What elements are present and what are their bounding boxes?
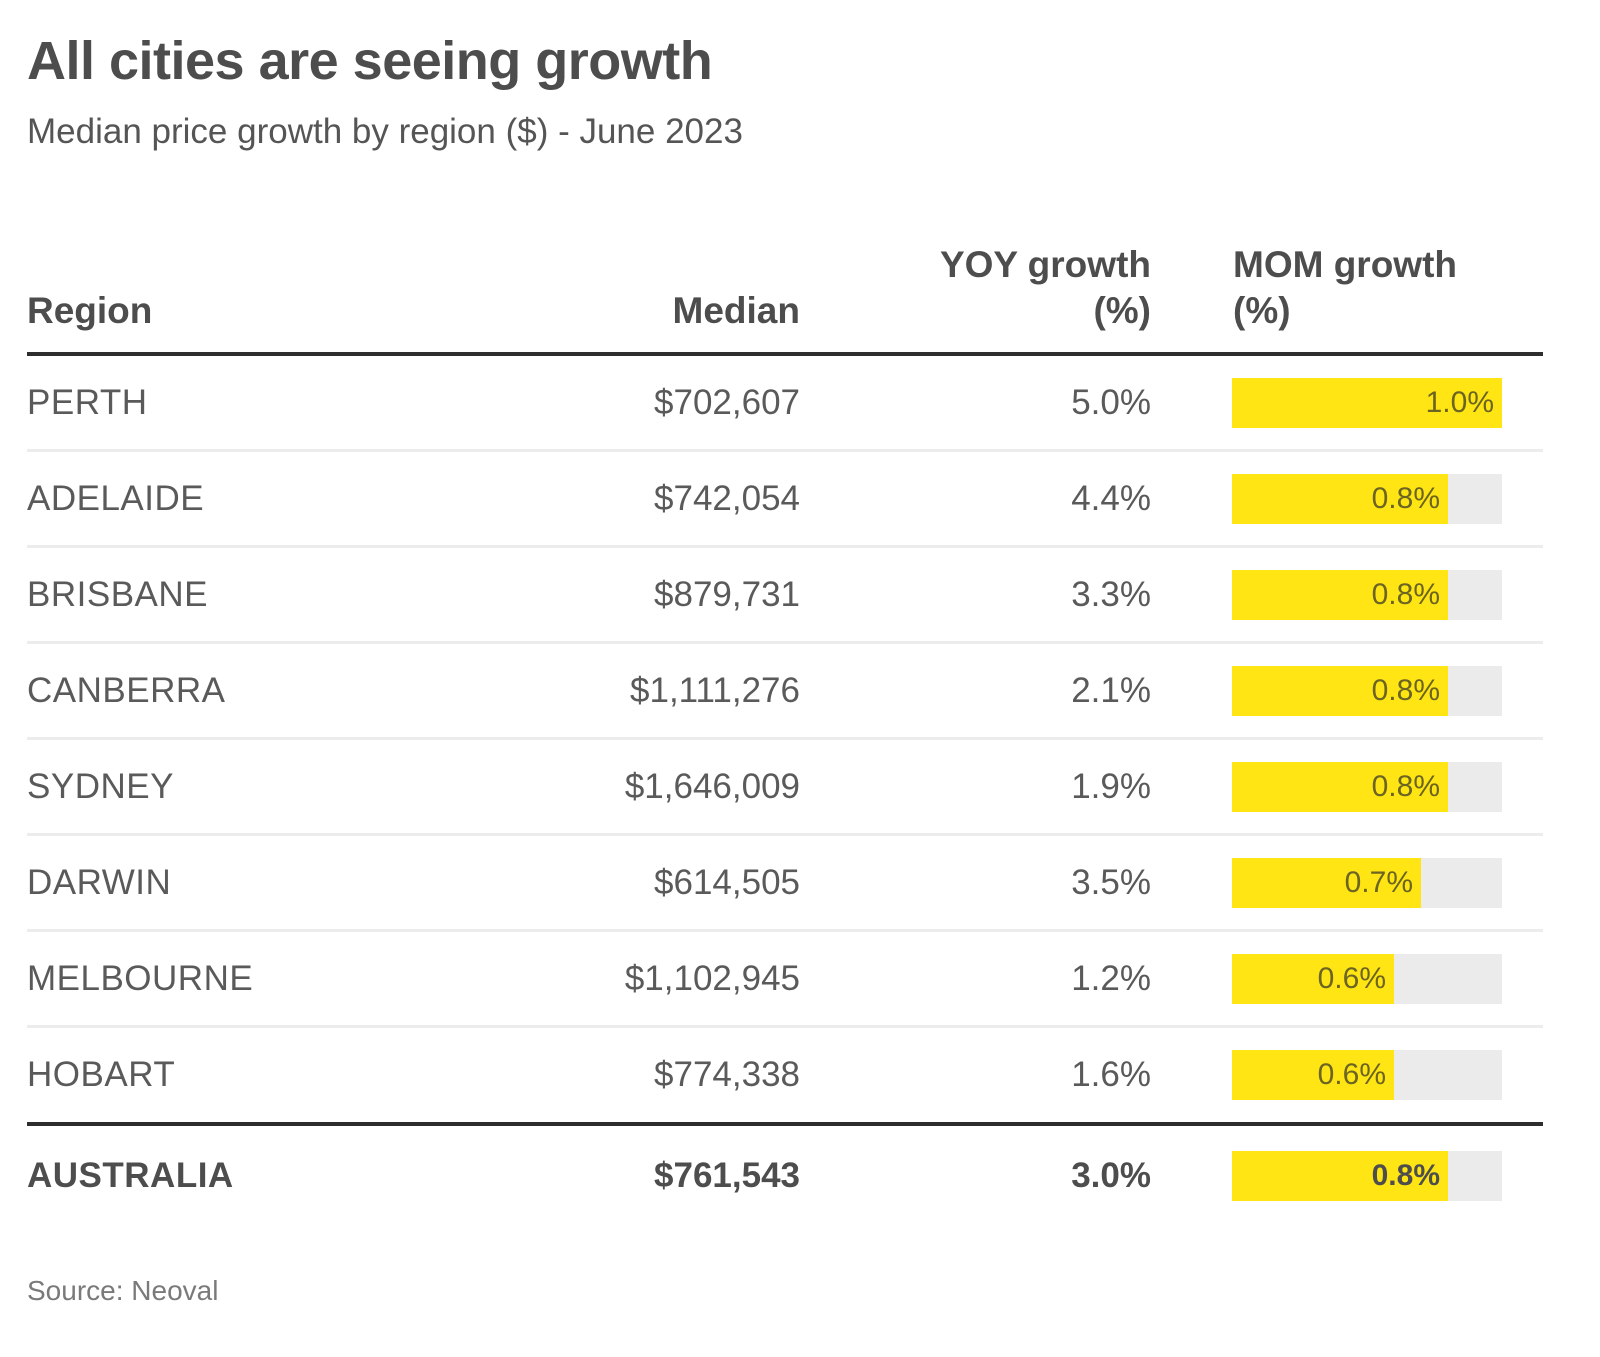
mom-bar: 0.8%: [1232, 569, 1448, 620]
yoy-growth-cell: 3.0%: [1071, 1156, 1151, 1195]
region-cell: CANBERRA: [27, 670, 226, 710]
median-cell: $702,607: [654, 382, 800, 422]
column-header-yoy: YOY growth (%): [891, 242, 1151, 334]
table-row: HOBART $774,338 1.6% 0.6%: [27, 1028, 1543, 1126]
table-header: Region Median YOY growth (%) MOM growth …: [27, 240, 1543, 356]
table-row: MELBOURNE $1,102,945 1.2% 0.6%: [27, 932, 1543, 1028]
region-cell: SYDNEY: [27, 766, 174, 806]
yoy-growth-cell: 5.0%: [1071, 382, 1151, 422]
column-header-yoy-line2: (%): [1093, 290, 1151, 331]
column-header-region: Region: [27, 290, 153, 331]
column-header-mom: MOM growth (%): [1233, 242, 1513, 334]
column-header-mom-line2: (%): [1233, 290, 1291, 331]
mom-bar-track: 1.0%: [1232, 377, 1502, 428]
table-row: PERTH $702,607 5.0% 1.0%: [27, 356, 1543, 452]
chart-subtitle: Median price growth by region ($) - June…: [27, 112, 743, 151]
mom-bar: 0.6%: [1232, 953, 1394, 1004]
mom-bar: 0.8%: [1232, 473, 1448, 524]
mom-bar-label: 0.8%: [1371, 577, 1440, 611]
mom-bar: 0.8%: [1232, 761, 1448, 812]
column-header-yoy-line1: YOY growth: [939, 244, 1151, 285]
median-cell: $1,111,276: [630, 670, 800, 710]
mom-bar-label: 0.8%: [1371, 481, 1440, 515]
table-row: DARWIN $614,505 3.5% 0.7%: [27, 836, 1543, 932]
region-cell: BRISBANE: [27, 574, 208, 614]
mom-bar-label: 0.6%: [1317, 961, 1386, 995]
table-row: ADELAIDE $742,054 4.4% 0.8%: [27, 452, 1543, 548]
region-cell: PERTH: [27, 382, 148, 422]
table-row: BRISBANE $879,731 3.3% 0.8%: [27, 548, 1543, 644]
column-header-mom-line1: MOM growth: [1233, 244, 1458, 285]
mom-bar-label: 0.7%: [1344, 865, 1413, 899]
mom-bar: 0.8%: [1232, 665, 1448, 716]
median-cell: $774,338: [654, 1055, 800, 1094]
mom-bar-label: 0.8%: [1371, 769, 1440, 803]
region-cell: MELBOURNE: [27, 958, 254, 998]
median-cell: $1,102,945: [624, 958, 800, 998]
median-cell: $614,505: [654, 862, 800, 902]
table-body: PERTH $702,607 5.0% 1.0% ADELAIDE $742,054 4.4…: [27, 356, 1543, 1226]
mom-bar: 0.7%: [1232, 857, 1421, 908]
yoy-growth-cell: 3.3%: [1071, 574, 1151, 614]
yoy-growth-cell: 2.1%: [1071, 670, 1151, 710]
mom-bar-track: 0.7%: [1232, 857, 1502, 908]
column-header-median: Median: [672, 290, 800, 331]
median-cell: $1,646,009: [624, 766, 800, 806]
mom-bar: 0.8%: [1232, 1151, 1448, 1201]
mom-bar-track: 0.8%: [1232, 665, 1502, 716]
mom-bar-track: 0.6%: [1232, 1050, 1502, 1100]
median-cell: $761,543: [654, 1156, 800, 1195]
mom-bar-track: 0.8%: [1232, 473, 1502, 524]
region-cell: HOBART: [27, 1055, 176, 1094]
chart-title: All cities are seeing growth: [27, 31, 713, 91]
region-cell: AUSTRALIA: [27, 1156, 234, 1195]
yoy-growth-cell: 3.5%: [1071, 862, 1151, 902]
source-note: Source: Neoval: [27, 1275, 219, 1306]
table-row: SYDNEY $1,646,009 1.9% 0.8%: [27, 740, 1543, 836]
region-cell: DARWIN: [27, 862, 172, 902]
mom-bar: 0.6%: [1232, 1050, 1394, 1100]
median-cell: $742,054: [654, 478, 800, 518]
mom-bar: 1.0%: [1232, 377, 1502, 428]
growth-table: Region Median YOY growth (%) MOM growth …: [27, 240, 1543, 1226]
mom-bar-track: 0.8%: [1232, 1151, 1502, 1201]
yoy-growth-cell: 1.2%: [1071, 958, 1151, 998]
median-cell: $879,731: [654, 574, 800, 614]
mom-bar-label: 0.8%: [1371, 673, 1440, 707]
table-row: CANBERRA $1,111,276 2.1% 0.8%: [27, 644, 1543, 740]
mom-bar-track: 0.8%: [1232, 761, 1502, 812]
region-cell: ADELAIDE: [27, 478, 205, 518]
yoy-growth-cell: 1.6%: [1071, 1055, 1151, 1094]
yoy-growth-cell: 4.4%: [1071, 478, 1151, 518]
mom-bar-track: 0.6%: [1232, 953, 1502, 1004]
mom-bar-label: 0.6%: [1317, 1058, 1386, 1091]
mom-bar-label: 1.0%: [1425, 385, 1494, 419]
yoy-growth-cell: 1.9%: [1071, 766, 1151, 806]
mom-bar-label: 0.8%: [1371, 1159, 1440, 1192]
mom-bar-track: 0.8%: [1232, 569, 1502, 620]
table-row-total: AUSTRALIA $761,543 3.0% 0.8%: [27, 1126, 1543, 1226]
